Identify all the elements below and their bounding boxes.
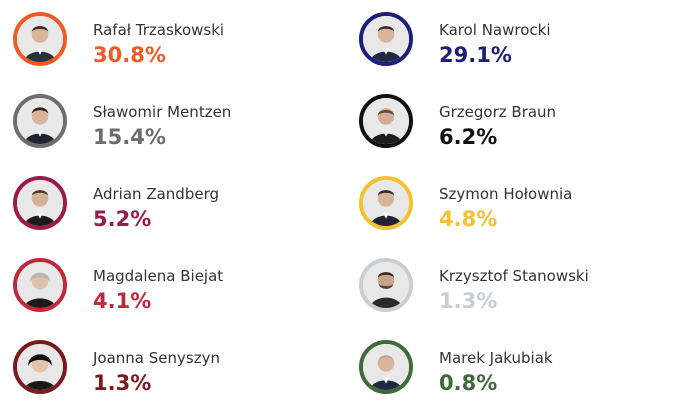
person-photo-icon: [17, 180, 63, 226]
person-photo-icon: [17, 98, 63, 144]
candidate-avatar: [359, 340, 413, 394]
candidate-percent: 4.8%: [439, 207, 498, 231]
candidate-name: Grzegorz Braun: [439, 103, 557, 121]
person-photo-icon: [363, 262, 409, 308]
candidate-avatar: [359, 258, 413, 312]
person-photo-icon: [363, 180, 409, 226]
candidate-card-biejat: Magdalena Biejat 4.1%: [13, 258, 343, 330]
candidate-avatar: [359, 176, 413, 230]
candidate-avatar: [359, 94, 413, 148]
candidate-avatar: [13, 176, 67, 230]
candidate-name: Marek Jakubiak: [439, 349, 553, 367]
candidate-percent: 1.3%: [439, 289, 498, 313]
candidate-card-trzaskowski: Rafał Trzaskowski 30.8%: [13, 12, 343, 84]
candidate-card-holownia: Szymon Hołownia 4.8%: [359, 176, 689, 248]
candidate-name: Rafał Trzaskowski: [93, 21, 225, 39]
candidate-avatar: [13, 258, 67, 312]
candidate-percent: 0.8%: [439, 371, 498, 395]
person-photo-icon: [17, 16, 63, 62]
person-photo-icon: [17, 344, 63, 390]
candidate-name: Karol Nawrocki: [439, 21, 551, 39]
candidate-percent: 29.1%: [439, 43, 512, 67]
candidate-percent: 5.2%: [93, 207, 152, 231]
candidate-avatar: [13, 340, 67, 394]
candidate-name: Szymon Hołownia: [439, 185, 573, 203]
person-photo-icon: [363, 344, 409, 390]
candidate-card-braun: Grzegorz Braun 6.2%: [359, 94, 689, 166]
candidate-name: Joanna Senyszyn: [93, 349, 220, 367]
candidate-percent: 6.2%: [439, 125, 498, 149]
candidate-card-mentzen: Sławomir Mentzen 15.4%: [13, 94, 343, 166]
candidate-name: Krzysztof Stanowski: [439, 267, 589, 285]
person-photo-icon: [363, 16, 409, 62]
candidate-card-nawrocki: Karol Nawrocki 29.1%: [359, 12, 689, 84]
candidate-name: Sławomir Mentzen: [93, 103, 232, 121]
candidate-percent: 15.4%: [93, 125, 166, 149]
person-photo-icon: [363, 98, 409, 144]
candidate-card-stanowski: Krzysztof Stanowski 1.3%: [359, 258, 689, 330]
candidate-percent: 4.1%: [93, 289, 152, 313]
person-photo-icon: [17, 262, 63, 308]
candidate-percent: 30.8%: [93, 43, 166, 67]
candidate-card-jakubiak: Marek Jakubiak 0.8%: [359, 340, 689, 412]
candidate-avatar: [13, 94, 67, 148]
candidate-card-zandberg: Adrian Zandberg 5.2%: [13, 176, 343, 248]
candidate-name: Magdalena Biejat: [93, 267, 224, 285]
candidate-name: Adrian Zandberg: [93, 185, 219, 203]
candidate-avatar: [13, 12, 67, 66]
candidate-avatar: [359, 12, 413, 66]
candidate-percent: 1.3%: [93, 371, 152, 395]
candidate-card-senyszyn: Joanna Senyszyn 1.3%: [13, 340, 343, 412]
